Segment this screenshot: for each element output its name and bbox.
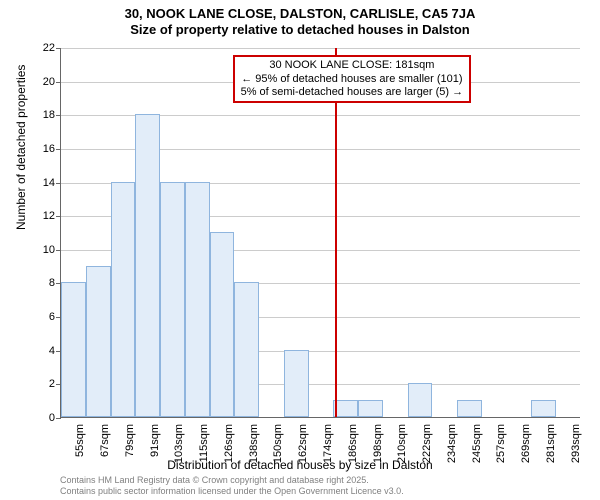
grid-line [61,48,580,49]
histogram-bar [185,182,210,417]
histogram-bar [61,282,86,417]
page-subtitle: Size of property relative to detached ho… [0,22,600,38]
y-tick-label: 4 [49,345,61,357]
histogram-bar [284,350,309,417]
x-tick-label: 269sqm [518,424,532,484]
y-tick-label: 10 [43,244,61,256]
histogram-bar [358,400,383,417]
histogram-bar [210,232,235,417]
x-tick-label: 245sqm [469,424,483,484]
property-marker-line [335,48,337,417]
footer-copyright-2: Contains public sector information licen… [60,486,404,496]
y-tick-label: 0 [49,412,61,424]
histogram-bar [457,400,482,417]
y-tick-label: 14 [43,177,61,189]
x-tick-label: 222sqm [419,424,433,484]
annotation-line: ← 95% of detached houses are smaller (10… [241,73,464,86]
y-tick-label: 22 [43,42,61,54]
histogram-bar [333,400,358,417]
annotation-line: 30 NOOK LANE CLOSE: 181sqm [241,59,464,72]
page-title-address: 30, NOOK LANE CLOSE, DALSTON, CARLISLE, … [0,6,600,22]
y-tick-label: 12 [43,210,61,222]
histogram-bar [531,400,556,417]
histogram-plot: 024681012141618202255sqm67sqm79sqm91sqm1… [60,48,580,418]
x-tick-label: 293sqm [568,424,582,484]
x-tick-label: 257sqm [493,424,507,484]
annotation-line: 5% of semi-detached houses are larger (5… [241,86,464,99]
histogram-bar [408,383,433,417]
annotation-callout: 30 NOOK LANE CLOSE: 181sqm← 95% of detac… [233,55,472,103]
y-tick-label: 8 [49,277,61,289]
x-axis-label: Distribution of detached houses by size … [0,458,600,472]
y-tick-label: 2 [49,378,61,390]
y-tick-label: 16 [43,143,61,155]
x-tick-label: 234sqm [444,424,458,484]
histogram-bar [111,182,136,417]
histogram-bar [135,114,160,417]
footer-copyright-1: Contains HM Land Registry data © Crown c… [60,475,404,485]
histogram-bar [160,182,185,417]
y-tick-label: 18 [43,109,61,121]
y-axis-label: Number of detached properties [14,65,28,230]
x-tick-label: 281sqm [543,424,557,484]
y-tick-label: 20 [43,76,61,88]
histogram-bar [234,282,259,417]
y-tick-label: 6 [49,311,61,323]
histogram-bar [86,266,111,417]
